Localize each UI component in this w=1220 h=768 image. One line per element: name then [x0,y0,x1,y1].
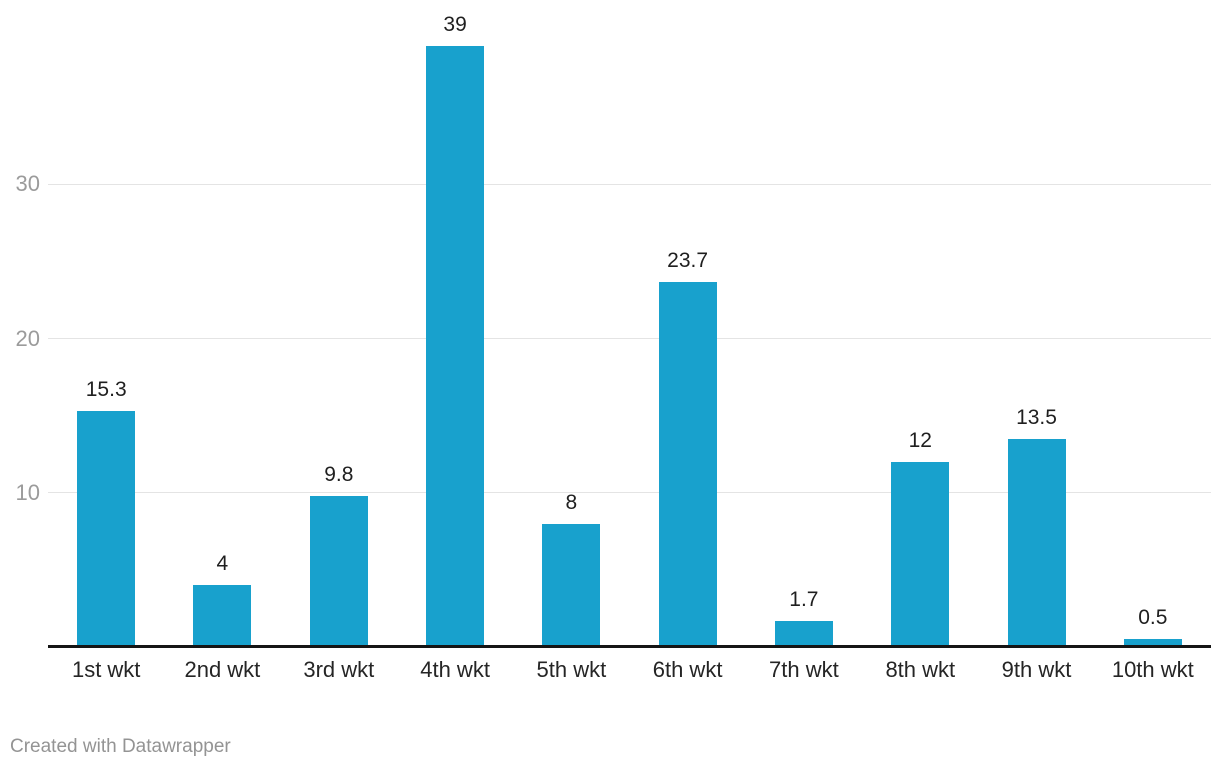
x-axis-category-label: 10th wkt [1111,657,1194,682]
x-axis-category-label: 8th wkt [885,657,956,682]
gridline-y10 [48,492,1211,494]
datawrapper-attribution[interactable]: Created with Datawrapper [10,736,231,757]
bar-6th-wkt[interactable] [658,281,717,647]
x-axis-category-label: 6th wkt [652,657,723,682]
gridline-y30 [48,183,1211,185]
bar-3rd-wkt[interactable] [309,495,368,647]
bar-8th-wkt[interactable] [891,462,950,647]
x-axis-category-label: 1st wkt [71,657,141,682]
bar-value-label: 23.7 [667,248,709,272]
bar-value-label: 15.3 [85,378,127,402]
x-axis-category-label: 5th wkt [536,657,607,682]
y-axis-tick-label: 30 [15,171,40,197]
bar-1st-wkt[interactable] [77,411,136,647]
bar-4th-wkt[interactable] [426,45,485,647]
bar-9th-wkt[interactable] [1007,438,1066,647]
x-axis-category-label: 2nd wkt [184,657,261,682]
bar-value-label: 39 [443,12,467,36]
x-axis-line [48,644,1211,648]
bar-value-label: 4 [216,552,229,576]
y-axis-tick-label: 20 [15,325,40,351]
x-axis-category-label: 9th wkt [1001,657,1072,682]
y-axis-tick-label: 10 [15,479,40,505]
bar-value-label: 0.5 [1138,606,1168,630]
bar-value-label: 12 [908,429,932,452]
bar-value-label: 8 [565,490,578,514]
x-axis-category-label: 7th wkt [769,657,839,682]
bar-7th-wkt[interactable] [774,620,833,647]
bar-value-label: 13.5 [1016,405,1057,429]
gridline-y20 [48,338,1211,340]
bar-2nd-wkt[interactable] [193,585,252,647]
x-axis-category-label: 3rd wkt [303,657,375,682]
bar-10th-wkt[interactable] [1123,639,1182,647]
bar-value-label: 1.7 [789,587,819,611]
bar-5th-wkt[interactable] [542,523,601,647]
bar-value-label: 9.8 [324,462,354,486]
x-axis-category-label: 4th wkt [420,657,490,682]
